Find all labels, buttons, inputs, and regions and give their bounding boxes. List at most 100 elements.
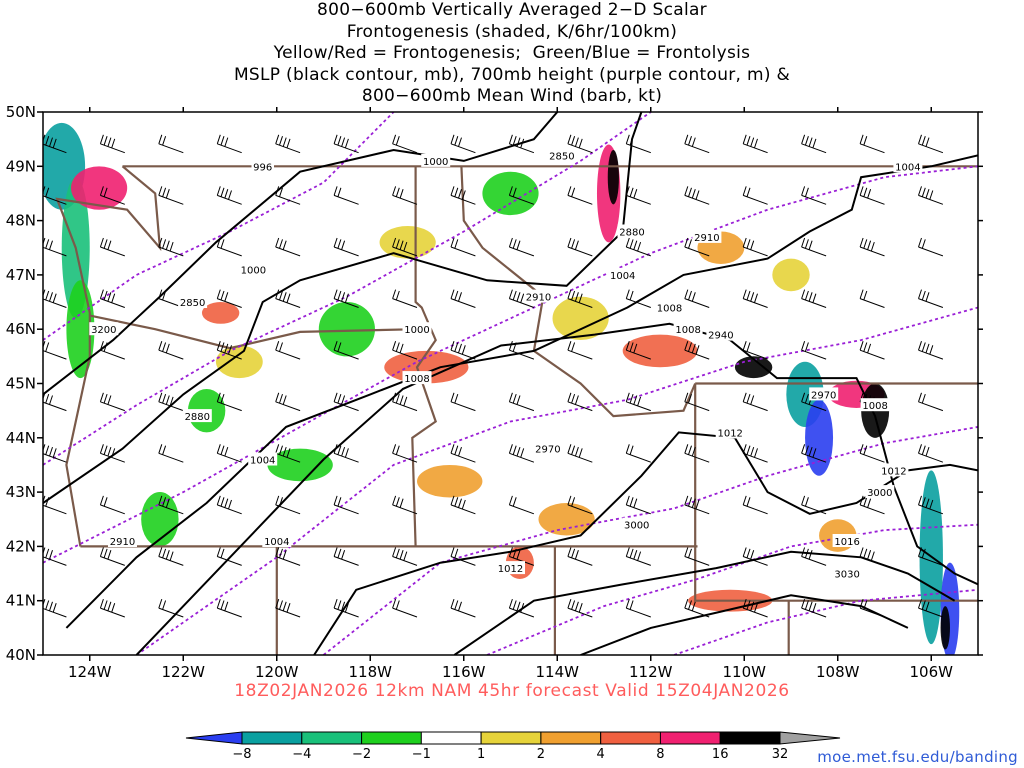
wind-barb xyxy=(801,237,827,257)
wind-barb xyxy=(158,444,184,463)
height-label-text: 3030 xyxy=(834,570,859,581)
lon-tick-label: 124W xyxy=(68,663,112,681)
colorbar-box xyxy=(301,731,363,745)
wind-barb xyxy=(684,547,710,566)
mslp-label-text: 1008 xyxy=(657,304,682,315)
wind-barb xyxy=(684,598,710,618)
frontogenesis-patch xyxy=(622,334,698,368)
wind-barb xyxy=(99,598,125,618)
lon-tick-label: 120W xyxy=(255,663,299,681)
mslp-label-text: 1004 xyxy=(264,537,289,548)
mslp-label: 1008 xyxy=(402,371,432,385)
frontogenesis-patch xyxy=(552,296,609,341)
wind-barb xyxy=(450,547,476,566)
mslp-label: 1012 xyxy=(715,425,745,439)
wind-barb xyxy=(859,598,885,618)
wind-barb xyxy=(392,495,418,515)
wind-barb xyxy=(450,598,476,618)
title-line-4: MSLP (black contour, mb), 700mb height (… xyxy=(233,64,791,85)
colorbar-label: −8 xyxy=(232,747,251,762)
mslp-label-text: 1000 xyxy=(241,266,266,277)
wind-barb xyxy=(508,495,535,515)
wind-barb xyxy=(684,495,710,515)
wind-barb xyxy=(859,495,885,515)
colorbar-box xyxy=(600,731,662,745)
wind-barb xyxy=(508,392,535,412)
mslp-label-text: 1004 xyxy=(250,456,275,467)
wind-barb xyxy=(158,547,184,566)
frontogenesis-patch xyxy=(267,448,333,482)
wind-barb xyxy=(158,341,184,360)
title-line-3: Yellow/Red = Frontogenesis; Green/Blue =… xyxy=(273,43,751,63)
wind-barb xyxy=(567,495,593,515)
height-label-text: 2970 xyxy=(811,390,836,401)
title-line-2: Frontogenesis (shaded, K/6hr/100km) xyxy=(346,21,678,42)
lat-tick-label: 46N xyxy=(6,320,36,338)
wind-barb xyxy=(684,186,710,205)
wind-barb xyxy=(333,186,359,205)
wind-barb xyxy=(625,186,651,205)
lat-tick-label: 44N xyxy=(6,429,36,447)
frontogenesis-patch xyxy=(201,302,240,324)
wind-barb xyxy=(625,495,651,515)
frontogenesis-patch xyxy=(215,345,263,379)
height-label-text: 2910 xyxy=(694,233,719,244)
wind-barb xyxy=(275,392,301,412)
height-label-text: 3200 xyxy=(91,325,116,336)
wind-barb xyxy=(216,598,242,618)
wind-barb xyxy=(859,134,885,154)
wind-barb xyxy=(567,341,593,360)
wind-barb xyxy=(742,495,768,515)
mslp-label-text: 1012 xyxy=(498,564,523,575)
wind-barb xyxy=(450,134,476,154)
wind-barb xyxy=(801,444,827,463)
wind-barb xyxy=(918,598,944,618)
contour-labels: 996 1000 1000 1004 1008 1000 1004 1008 1012 1004 1… xyxy=(89,148,923,581)
mslp-label: 1004 xyxy=(248,452,278,467)
height-label: 2850 xyxy=(547,148,577,162)
colorbar-label: 32 xyxy=(772,747,789,762)
lon-tick-label: 114W xyxy=(536,663,580,681)
wind-barb xyxy=(918,186,944,205)
wind-barb xyxy=(801,598,827,618)
frontogenesis-patch xyxy=(379,226,436,259)
mslp-label: 1004 xyxy=(608,267,638,282)
wind-barb xyxy=(508,444,535,463)
wind-barb xyxy=(43,392,67,412)
wind-barb xyxy=(275,186,301,205)
wind-barb xyxy=(508,547,535,566)
wind-barb xyxy=(742,547,768,566)
mslp-label: 1008 xyxy=(860,398,890,412)
wind-barbs xyxy=(43,134,944,618)
wind-barb xyxy=(216,392,242,412)
wind-barb xyxy=(275,341,301,360)
state-border xyxy=(411,166,438,547)
wind-barb xyxy=(333,341,359,360)
wind-barb xyxy=(99,341,125,360)
mslp-label: 1000 xyxy=(238,262,268,277)
height-contour xyxy=(135,306,978,655)
wind-barb xyxy=(918,444,944,463)
height-label-text: 2910 xyxy=(110,537,135,548)
colorbar-label: 1 xyxy=(477,747,485,762)
wind-barb xyxy=(392,289,418,308)
mslp-label-text: 1000 xyxy=(423,157,448,168)
wind-barb xyxy=(333,237,359,257)
wind-barb xyxy=(859,444,885,463)
wind-barb xyxy=(99,392,125,412)
mslp-label-text: 1012 xyxy=(717,428,742,439)
wind-barb xyxy=(625,237,651,257)
height-label: 2850 xyxy=(178,295,208,309)
colorbar-label: 8 xyxy=(656,747,664,762)
lat-tick-label: 45N xyxy=(6,375,36,393)
frontogenesis-patch xyxy=(805,399,834,476)
wind-barb xyxy=(625,134,651,154)
height-label: 3000 xyxy=(865,485,895,499)
wind-barb xyxy=(275,134,301,154)
height-label-text: 3000 xyxy=(867,488,892,499)
colorbar: −8 −4 −2 −1 1 2 4 8 16 32 xyxy=(185,731,841,762)
colorbar-box xyxy=(420,731,482,745)
wind-barb xyxy=(742,134,768,154)
wind-barb xyxy=(333,134,359,154)
wind-barb xyxy=(742,237,768,257)
